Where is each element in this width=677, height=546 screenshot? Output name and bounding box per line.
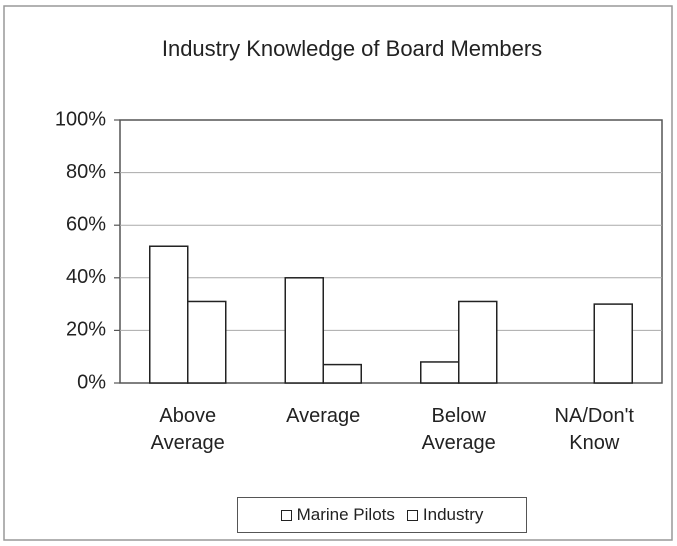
legend-item: Industry (406, 505, 484, 525)
legend-label: Industry (422, 505, 484, 524)
bar (593, 303, 633, 384)
bar (322, 363, 362, 384)
y-tick-label: 40% (66, 266, 106, 288)
y-tick-label: 20% (66, 319, 106, 341)
x-tick-label: Above Average (150, 405, 225, 454)
bar (284, 277, 324, 384)
legend-swatch (406, 509, 418, 521)
chart-title: Industry Knowledge of Board Members (162, 36, 542, 61)
bar (187, 300, 227, 384)
x-tick-label: Average (286, 405, 361, 427)
y-tick-label: 60% (66, 213, 106, 235)
y-tick-label: 0% (77, 371, 106, 393)
legend-label: Marine Pilots (296, 505, 395, 524)
legend-swatch (280, 509, 292, 521)
chart-border (3, 5, 673, 541)
bar (149, 245, 189, 384)
x-tick-label: NA/Don't Know (554, 405, 634, 454)
y-tick-label: 80% (66, 161, 106, 183)
y-tick-label: 100% (55, 108, 106, 130)
bar (420, 361, 460, 384)
plot-area (119, 119, 663, 384)
legend: Marine Pilots Industry (237, 497, 527, 533)
x-tick-label: Below Average (421, 405, 496, 454)
legend-item: Marine Pilots (280, 505, 395, 525)
bar (458, 300, 498, 384)
